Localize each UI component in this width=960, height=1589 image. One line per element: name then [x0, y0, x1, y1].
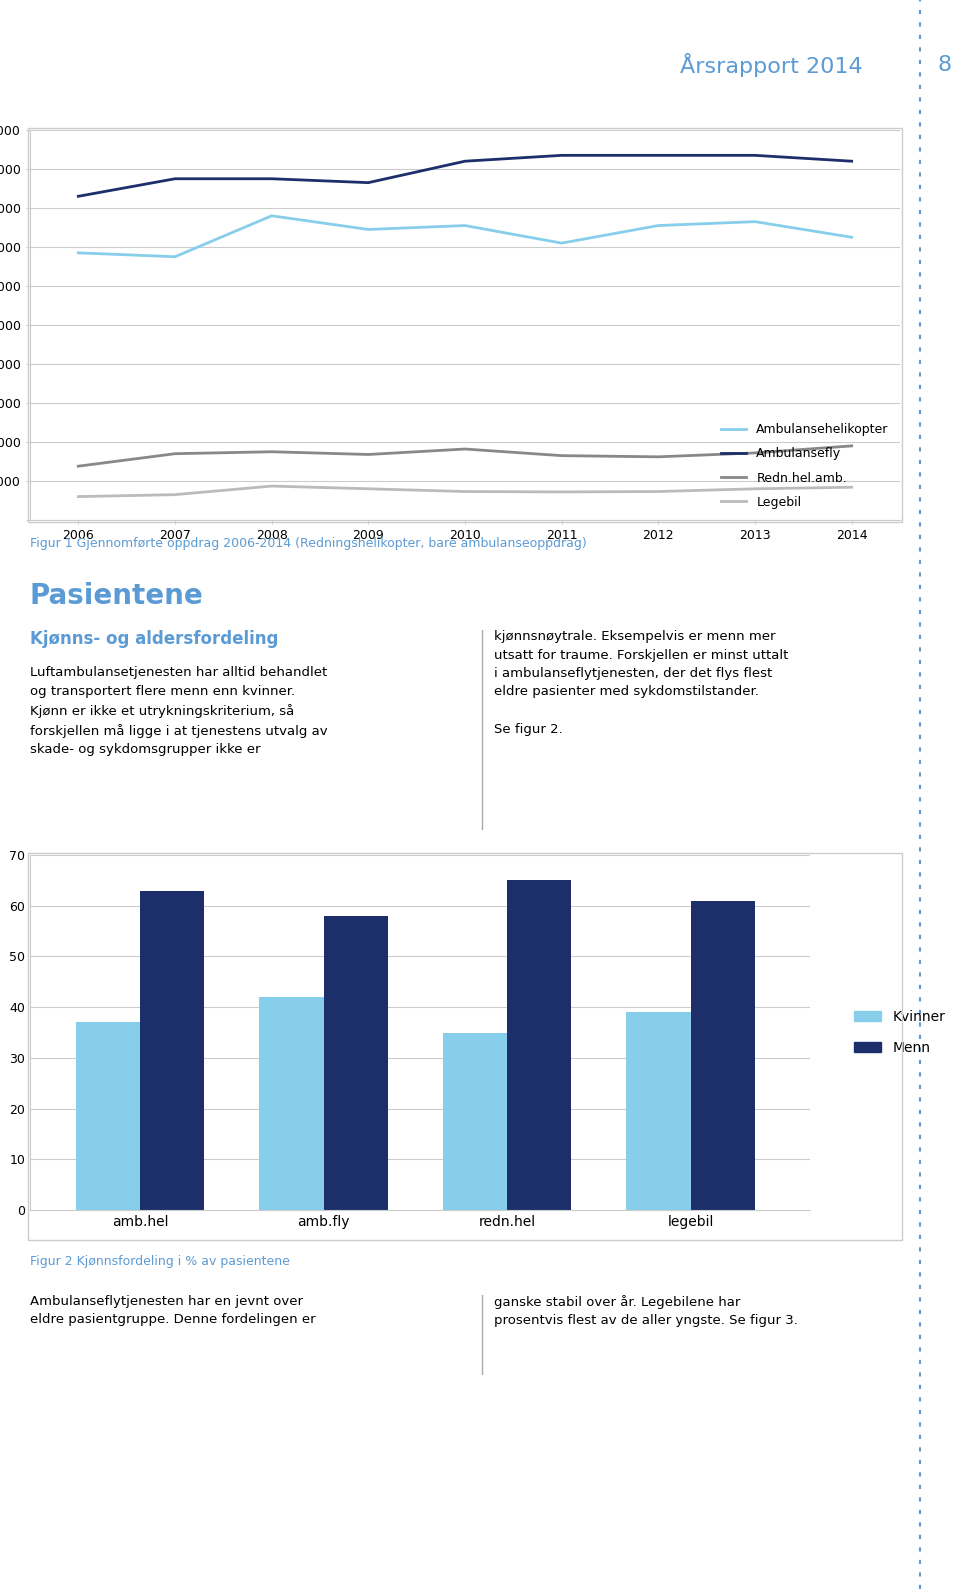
Text: Figur 2 Kjønnsfordeling i % av pasientene: Figur 2 Kjønnsfordeling i % av pasienten… [30, 1255, 290, 1268]
Text: Kjønns- og aldersfordeling: Kjønns- og aldersfordeling [30, 629, 278, 648]
Text: Ambulanseflytjenesten har en jevnt over
eldre pasientgruppe. Denne fordelingen e: Ambulanseflytjenesten har en jevnt over … [30, 1295, 316, 1327]
Text: 8: 8 [938, 56, 952, 75]
Legend: Kvinner, Menn: Kvinner, Menn [848, 1004, 951, 1060]
Text: Luftambulansetjenesten har alltid behandlet
og transportert flere menn enn kvinn: Luftambulansetjenesten har alltid behand… [30, 666, 327, 756]
Text: Pasientene: Pasientene [30, 582, 204, 610]
Bar [443, 1033, 507, 1209]
Bar [140, 890, 204, 1209]
Text: Årsrapport 2014: Årsrapport 2014 [680, 52, 863, 76]
Text: Figur 1 Gjennomførte oppdrag 2006-2014 (Redningshelikopter, bare ambulanseoppdra: Figur 1 Gjennomførte oppdrag 2006-2014 (… [30, 537, 587, 550]
Bar [627, 1012, 690, 1209]
Bar [324, 915, 388, 1209]
Text: ganske stabil over år. Legebilene har
prosentvis flest av de aller yngste. Se fi: ganske stabil over år. Legebilene har pr… [494, 1295, 798, 1327]
Bar [690, 901, 755, 1209]
Text: kjønnsnøytrale. Eksempelvis er menn mer
utsatt for traume. Forskjellen er minst : kjønnsnøytrale. Eksempelvis er menn mer … [494, 629, 788, 736]
Legend: Ambulansehelikopter, Ambulansefly, Redn.hel.amb., Legebil: Ambulansehelikopter, Ambulansefly, Redn.… [716, 418, 894, 513]
Bar [507, 880, 571, 1209]
Bar [76, 1022, 140, 1209]
Bar [259, 996, 324, 1209]
